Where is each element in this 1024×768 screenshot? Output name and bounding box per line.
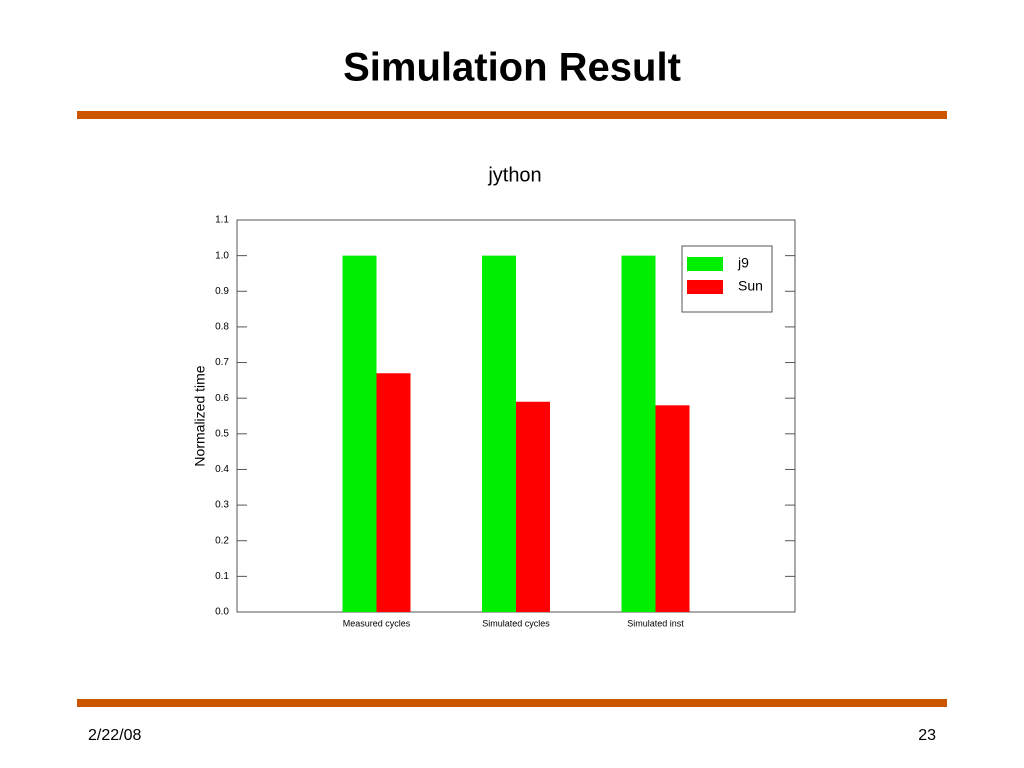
x-tick-label: Measured cycles [343,618,411,628]
chart-title: jython [487,164,541,186]
y-tick-label: 0.2 [215,535,229,546]
y-tick-label: 0.7 [215,357,229,368]
divider [77,699,947,707]
divider [77,111,947,119]
bar [621,255,656,613]
y-axis-label: Normalized time [192,365,208,466]
y-tick-label: 0.4 [215,464,229,475]
legend-swatch [687,280,723,294]
y-tick-label: 0.8 [215,322,229,333]
y-tick-label: 0.1 [215,571,229,582]
bar [376,373,411,612]
bar [342,255,377,613]
y-tick-label: 0.0 [215,607,229,618]
slide-title: Simulation Result [343,46,681,90]
slide-page: 23 [918,727,936,744]
y-tick-label: 1.0 [215,250,229,261]
x-tick-label: Simulated cycles [482,618,550,628]
slide-date: 2/22/08 [88,727,141,744]
y-tick-label: 0.3 [215,500,229,511]
y-tick-label: 0.6 [215,393,229,404]
bar [516,401,550,612]
legend-label: Sun [738,278,763,294]
y-tick-label: 1.1 [215,215,229,226]
legend-swatch [687,257,723,271]
y-tick-label: 0.5 [215,428,229,439]
bar [482,255,516,613]
x-tick-label: Simulated inst [627,618,684,628]
bar [655,405,690,612]
legend-label: j9 [737,255,749,271]
y-tick-label: 0.9 [215,286,229,297]
